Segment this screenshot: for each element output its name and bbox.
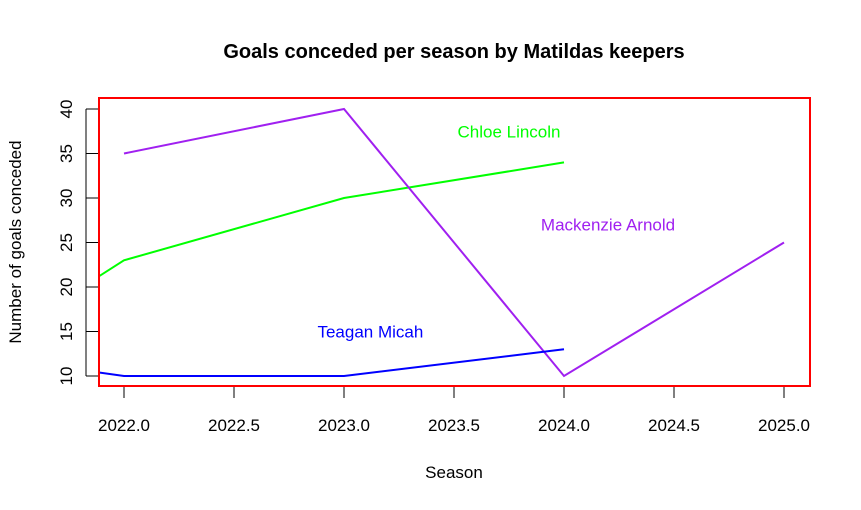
series-label: Chloe Lincoln bbox=[457, 122, 560, 141]
y-tick-label: 15 bbox=[57, 322, 76, 341]
x-tick-label: 2024.5 bbox=[648, 416, 700, 435]
chart-title: Goals conceded per season by Matildas ke… bbox=[223, 41, 684, 63]
series-line-mackenzie-arnold bbox=[123, 107, 785, 378]
x-tick-label: 2023.5 bbox=[428, 416, 480, 435]
y-tick-label: 10 bbox=[57, 367, 76, 386]
x-tick-label: 2023.0 bbox=[318, 416, 370, 435]
x-axis: 2022.0 2022.5 2023.0 2023.5 2024.0 2024.5 2025… bbox=[98, 385, 810, 435]
y-tick-label: 25 bbox=[57, 233, 76, 252]
x-tick-label: 2024.0 bbox=[538, 416, 590, 435]
y-axis-label: Number of goals conceded bbox=[6, 140, 25, 343]
series-line-teagan-micah bbox=[99, 348, 565, 377]
y-tick-label: 35 bbox=[57, 144, 76, 163]
series-lines bbox=[99, 107, 785, 378]
y-tick-label: 40 bbox=[57, 100, 76, 119]
x-axis-label: Season bbox=[425, 463, 483, 482]
series-line-chloe-lincoln bbox=[99, 161, 565, 278]
x-tick-label: 2022.5 bbox=[208, 416, 260, 435]
x-tick-label: 2022.0 bbox=[98, 416, 150, 435]
series-label: Teagan Micah bbox=[317, 323, 423, 342]
series-labels: Chloe Lincoln Mackenzie Arnold Teagan Mica… bbox=[317, 122, 675, 341]
y-axis: 10 15 20 25 30 35 40 bbox=[57, 100, 98, 386]
y-tick-label: 30 bbox=[57, 189, 76, 208]
series-label: Mackenzie Arnold bbox=[541, 216, 675, 235]
x-tick-label: 2025.0 bbox=[758, 416, 810, 435]
y-tick-label: 20 bbox=[57, 278, 76, 297]
plot-box bbox=[98, 97, 811, 387]
